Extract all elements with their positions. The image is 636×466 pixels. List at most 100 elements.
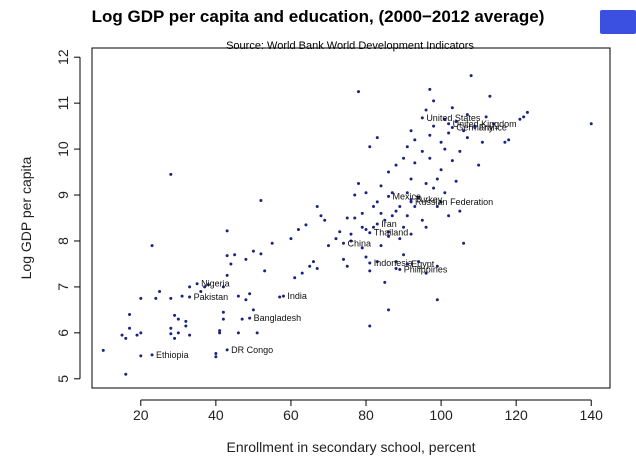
data-point (432, 124, 436, 128)
data-point (484, 115, 488, 119)
data-point (387, 194, 391, 198)
x-tick-label: 100 (429, 407, 453, 423)
x-tick-label: 140 (580, 407, 604, 423)
data-point (225, 273, 229, 277)
data-point (387, 308, 391, 312)
data-point (424, 182, 428, 186)
data-point (244, 257, 248, 261)
data-point (221, 285, 225, 289)
data-point (139, 354, 143, 358)
data-point (184, 324, 188, 328)
data-point (278, 295, 282, 299)
data-point (248, 292, 252, 296)
data-point (248, 316, 252, 320)
data-point (360, 246, 364, 250)
corner-badge (600, 10, 636, 34)
data-point (439, 140, 443, 144)
data-point (390, 191, 394, 195)
data-point (364, 191, 368, 195)
data-point (289, 237, 293, 241)
data-point (469, 74, 473, 78)
data-point (341, 241, 345, 245)
data-point (218, 329, 222, 333)
data-point (195, 282, 199, 286)
data-point (158, 290, 162, 294)
data-point (169, 326, 173, 330)
data-point (435, 264, 439, 268)
data-point (447, 131, 451, 135)
point-label: Ethiopia (156, 350, 189, 360)
data-point (357, 90, 361, 94)
data-point (203, 285, 207, 289)
data-point (139, 331, 143, 335)
data-point (259, 199, 263, 203)
data-point (180, 294, 184, 298)
data-point (349, 232, 353, 236)
data-point (443, 147, 447, 151)
data-point (492, 122, 496, 126)
data-point (188, 285, 192, 289)
data-point (417, 195, 421, 199)
data-point (409, 200, 413, 204)
data-point (447, 122, 451, 126)
data-point (139, 296, 143, 300)
x-tick-label: 60 (283, 407, 299, 423)
data-point (518, 117, 522, 121)
data-point (424, 108, 428, 112)
x-tick-label: 120 (504, 407, 528, 423)
data-point (135, 333, 139, 337)
data-point (443, 117, 447, 121)
data-point (341, 257, 345, 261)
data-point (255, 331, 259, 335)
data-point (465, 113, 469, 117)
data-point (462, 241, 466, 245)
data-point (364, 227, 368, 231)
data-point (368, 324, 372, 328)
data-point (428, 156, 432, 160)
data-point (188, 295, 192, 299)
data-point (251, 308, 255, 312)
data-point (435, 177, 439, 181)
data-point (480, 140, 484, 144)
point-label: Turkey (415, 195, 443, 205)
data-point (409, 198, 413, 202)
data-point (169, 172, 173, 176)
point-label: Iran (381, 219, 397, 229)
data-point (311, 260, 315, 264)
point-label: Bangladesh (254, 313, 302, 323)
data-point (368, 261, 372, 265)
data-point (221, 317, 225, 321)
data-point (150, 244, 154, 248)
data-point (326, 244, 330, 248)
data-point (450, 125, 454, 129)
data-point (413, 161, 417, 165)
data-point (424, 225, 428, 229)
data-point (375, 260, 379, 264)
data-point (338, 230, 342, 234)
data-point (101, 348, 105, 352)
point-label: France (479, 122, 507, 132)
data-point (353, 216, 357, 220)
data-point (375, 200, 379, 204)
data-point (315, 267, 319, 271)
data-point (525, 110, 529, 114)
chart-subtitle: Source: World Bank World Development Ind… (226, 40, 474, 52)
chart-title: Log GDP per capita and education, (2000−… (91, 7, 545, 26)
data-point (199, 290, 203, 294)
data-point (439, 200, 443, 204)
data-point (450, 159, 454, 163)
point-label: Russian Federation (415, 197, 493, 207)
data-point (432, 186, 436, 190)
data-point (357, 182, 361, 186)
point-label: Egypt (411, 259, 435, 269)
x-tick-label: 80 (358, 407, 374, 423)
point-label: Philippines (404, 264, 448, 274)
data-point (428, 87, 432, 91)
data-point (379, 211, 383, 215)
data-point (420, 149, 424, 153)
data-point (462, 129, 466, 133)
data-point (128, 326, 132, 330)
data-point (409, 129, 413, 133)
